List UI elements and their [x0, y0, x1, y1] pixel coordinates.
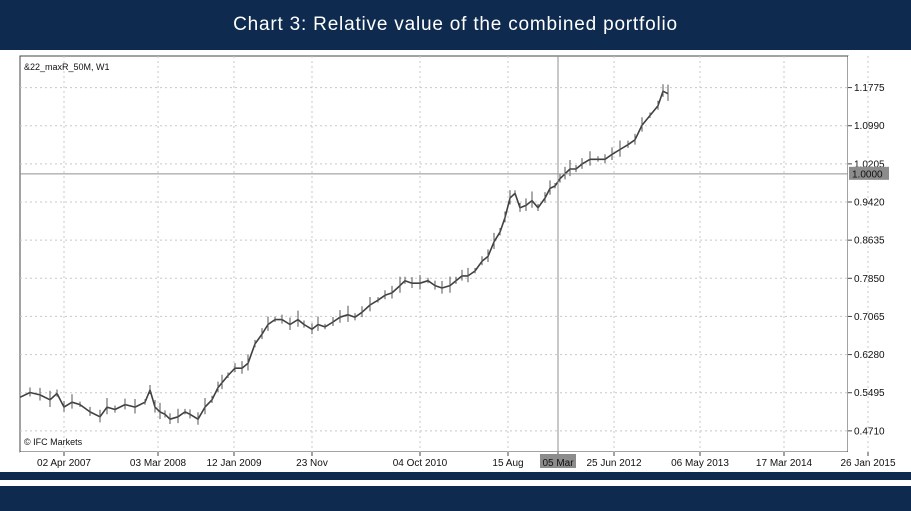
chart-title: Chart 3: Relative value of the combined … — [233, 14, 678, 35]
watermark: © IFC Markets — [24, 437, 83, 447]
x-axis-panel — [20, 452, 911, 472]
y-tick-label: 0.9420 — [854, 198, 885, 209]
y-tick-label: 0.7065 — [854, 312, 885, 323]
crosshair: 1.0000 — [20, 56, 889, 452]
y-tick-label: 0.7850 — [854, 274, 885, 285]
chart-area: 0.4710 0.5495 0.6280 0.7065 0.7850 0.8635 0.94… — [19, 55, 911, 472]
x-tick-label: 23 Nov — [296, 458, 328, 469]
series-group — [19, 84, 669, 425]
x-tick-label: 25 Jun 2012 — [586, 458, 641, 469]
x-tick-label: 06 May 2013 — [671, 458, 729, 469]
crosshair-date-box — [540, 454, 576, 468]
y-axis: 0.4710 0.5495 0.6280 0.7065 0.7850 0.8635 0.94… — [848, 83, 885, 437]
y-tick-label: 0.8635 — [854, 236, 885, 247]
y-tick-label: 1.0990 — [854, 121, 885, 132]
x-tick-label: 26 Jan 2015 — [840, 458, 895, 469]
plot-frame — [19, 55, 849, 453]
x-tick-label: 17 Mar 2014 — [756, 458, 813, 469]
footer-bar — [0, 486, 911, 511]
y-tick-label: 0.4710 — [854, 426, 885, 437]
y-tick-label: 0.6280 — [854, 350, 885, 361]
x-axis: 02 Apr 2007 03 Mar 2008 12 Jan 2009 23 Nov 0… — [37, 452, 896, 469]
y-tick-label: 1.0205 — [854, 159, 885, 170]
x-tick-label: 15 Aug — [492, 458, 523, 469]
crosshair-value-label: 1.0000 — [852, 169, 883, 180]
x-tick-label: 04 Oct 2010 — [393, 458, 448, 469]
footer-divider — [0, 480, 911, 486]
x-tick-label: 02 Apr 2007 — [37, 458, 91, 469]
x-tick-label: 12 Jan 2009 — [206, 458, 261, 469]
crosshair-value-box — [849, 166, 889, 180]
chart-title-bar: Chart 3: Relative value of the combined … — [0, 0, 911, 50]
x-tick-label: 03 Mar 2008 — [130, 458, 187, 469]
gridlines — [20, 56, 869, 452]
x-tick-label: 05 Mar — [542, 458, 574, 469]
footer-band — [0, 472, 911, 480]
y-tick-label: 0.5495 — [854, 388, 885, 399]
y-tick-label: 1.1775 — [854, 83, 885, 94]
y-axis-panel — [848, 56, 911, 452]
symbol-label: &22_maxR_50M, W1 — [24, 62, 110, 72]
